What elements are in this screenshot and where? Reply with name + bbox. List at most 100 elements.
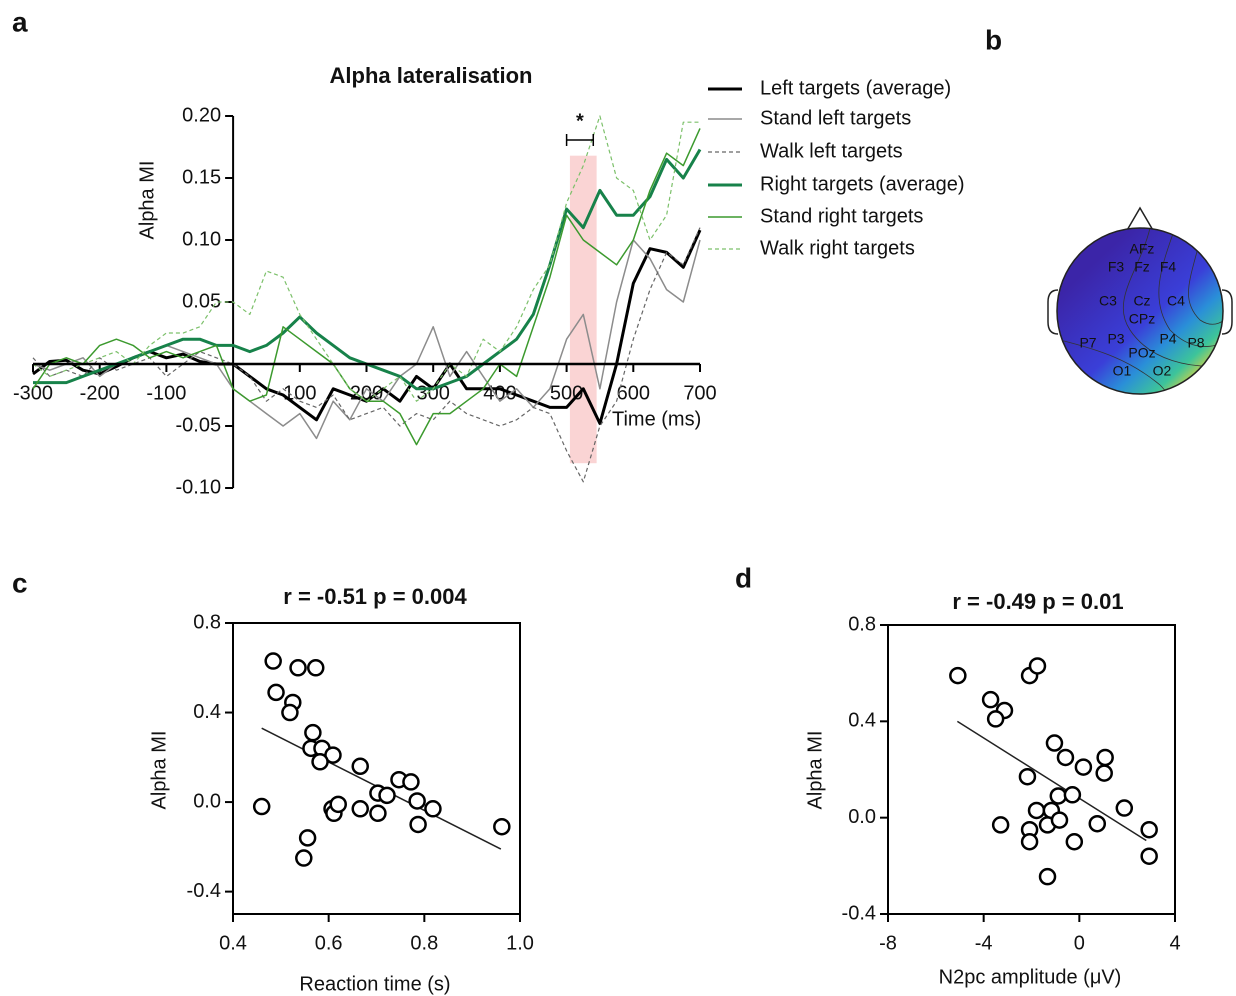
electrode-label: POz <box>1128 345 1155 361</box>
head-outline <box>1056 227 1224 395</box>
electrode-label: O1 <box>1113 363 1132 379</box>
data-point <box>1074 758 1093 776</box>
data-point <box>1140 820 1158 839</box>
electrode-label: C3 <box>1099 293 1117 309</box>
legend-label: Walk right targets <box>760 237 915 259</box>
data-point <box>1140 847 1158 865</box>
electrode-label: P3 <box>1107 331 1124 347</box>
data-point <box>1065 833 1084 851</box>
y-tick-label: 0.8 <box>193 611 221 633</box>
plot-frame <box>232 622 521 915</box>
data-point <box>1115 799 1134 817</box>
series-line <box>32 128 701 446</box>
data-point <box>1095 764 1113 782</box>
chart-title: r = -0.51 p = 0.004 <box>283 584 467 609</box>
series-line <box>32 115 700 402</box>
y-tick-label: 0.05 <box>182 290 221 312</box>
electrode-label: AFz <box>1130 241 1155 257</box>
x-tick-label: 0.8 <box>410 932 438 954</box>
chart-title: Alpha lateralisation <box>330 63 533 88</box>
y-tick-label: -0.4 <box>842 902 876 924</box>
data-point <box>351 800 369 818</box>
x-tick-label: -8 <box>879 932 897 954</box>
ear <box>1047 289 1059 335</box>
data-point <box>1050 811 1069 829</box>
electrode-label: P8 <box>1187 335 1204 351</box>
data-point <box>378 786 396 805</box>
legend-label: Right targets (average) <box>760 173 965 195</box>
data-point <box>1049 787 1068 805</box>
data-point <box>1056 748 1075 767</box>
panel-label: d <box>735 562 752 593</box>
significance-label: * <box>576 110 584 132</box>
topomap: AFz F3 Fz F4 C3 Cz C4 CPz P7 P3 P4 P8 PO… <box>1047 206 1233 395</box>
y-tick-label: 0.10 <box>182 228 221 250</box>
y-tick-label: 0.0 <box>848 806 876 828</box>
electrode-label: C4 <box>1167 293 1185 309</box>
y-tick-label: 0.8 <box>848 613 876 635</box>
x-tick-label: -4 <box>975 932 993 954</box>
series-line <box>32 239 701 440</box>
legend-label: Left targets (average) <box>760 77 951 99</box>
data-point <box>1018 767 1037 786</box>
data-point <box>298 829 317 847</box>
electrode-label: CPz <box>1129 311 1155 327</box>
electrode-label: F3 <box>1108 259 1125 275</box>
y-tick-label: 0.0 <box>193 790 221 812</box>
data-point <box>369 804 387 823</box>
electrode-label: P7 <box>1079 335 1096 351</box>
data-point <box>281 703 299 722</box>
data-point <box>493 817 511 836</box>
electrode-label: O2 <box>1153 363 1172 379</box>
contours <box>1059 228 1223 394</box>
data-point <box>1020 833 1039 851</box>
data-point <box>289 659 307 677</box>
significance-bracket <box>565 134 595 146</box>
x-tick-label: 0.4 <box>219 932 247 954</box>
data-point <box>295 849 313 867</box>
data-point <box>1038 867 1057 886</box>
data-point <box>409 815 427 834</box>
x-tick-label: 600 <box>617 382 650 404</box>
x-tick-label: 100 <box>283 382 316 404</box>
electrode-label: P4 <box>1159 331 1176 347</box>
series-line <box>32 227 701 483</box>
data-point <box>1096 748 1114 767</box>
data-point <box>264 652 282 670</box>
data-point <box>329 795 347 814</box>
data-point <box>1088 814 1107 833</box>
x-tick-label: -300 <box>13 382 53 404</box>
data-point <box>1028 657 1047 675</box>
data-point <box>991 816 1010 834</box>
electrode-label: F4 <box>1160 259 1177 275</box>
x-tick-label: 0.6 <box>315 932 343 954</box>
data-point <box>1027 801 1046 820</box>
plot-frame <box>887 624 1176 915</box>
x-tick-label: 4 <box>1169 932 1180 954</box>
legend-label: Stand right targets <box>760 205 923 227</box>
data-point <box>986 710 1005 728</box>
panel-label: c <box>12 567 28 598</box>
y-tick-label: -0.4 <box>187 880 221 902</box>
data-point <box>424 800 442 818</box>
data-point <box>1045 734 1064 752</box>
data-point <box>402 773 420 791</box>
x-tick-label: 0 <box>1074 932 1085 954</box>
y-tick-label: 0.4 <box>848 710 876 732</box>
electrode-label: Fz <box>1134 259 1150 275</box>
data-point <box>1063 786 1082 804</box>
x-tick-label: -200 <box>80 382 120 404</box>
y-tick-label: 0.20 <box>182 104 221 126</box>
trend-line <box>956 720 1147 842</box>
data-point <box>307 659 325 677</box>
data-point <box>311 753 329 771</box>
data-point <box>351 757 369 776</box>
data-point <box>408 792 426 810</box>
x-axis-label: N2pc amplitude (μV) <box>939 966 1122 988</box>
data-point <box>267 683 285 702</box>
y-tick-label: -0.10 <box>176 476 222 498</box>
y-axis-label: Alpha MI <box>804 731 826 810</box>
topo-map <box>1057 228 1223 394</box>
data-point <box>949 666 967 685</box>
